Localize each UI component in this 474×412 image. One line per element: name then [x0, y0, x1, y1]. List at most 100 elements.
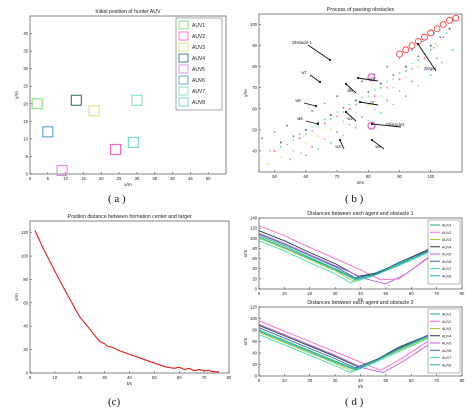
- trail-point: [379, 86, 382, 89]
- trail-point: [355, 112, 357, 114]
- y-tick-label: 20: [23, 347, 28, 352]
- y-tick-label: 80: [252, 246, 257, 251]
- trail-point: [258, 154, 260, 157]
- x-tick-label: 30: [333, 291, 338, 296]
- x-tick-label: 30: [102, 375, 107, 380]
- legend-swatch-AUV6: [178, 75, 189, 85]
- trail-point: [304, 154, 307, 157]
- series-line-AUV2: [258, 320, 450, 371]
- trail-point: [367, 119, 370, 122]
- y-axis-label: s/m: [243, 338, 249, 346]
- trail-point: [292, 149, 295, 152]
- trail-point: [367, 103, 370, 106]
- x-tick-label: 15: [81, 176, 86, 181]
- annotation-label: Obstacle 1: [292, 40, 313, 45]
- x-tick-label: 10: [282, 378, 287, 383]
- distance-line: [34, 230, 220, 373]
- trail-point: [392, 86, 395, 89]
- y-tick-label: 35: [23, 49, 28, 54]
- annotation-label: w1: [347, 116, 353, 121]
- chart-title-a: Initial position of hunter AUV: [95, 9, 161, 15]
- trail-point: [386, 65, 389, 68]
- obstacle-marker-2: [367, 121, 376, 130]
- x-tick-label: 20: [307, 378, 312, 383]
- annotation-label: Obstacle2: [386, 122, 406, 127]
- series-line-AUV7: [258, 329, 450, 374]
- x-tick-label: 20: [77, 375, 82, 380]
- legend-label-AUV3: AUV3: [442, 327, 451, 331]
- x-tick-label: 80: [460, 378, 465, 383]
- legend-swatch-AUV1: [178, 20, 189, 30]
- trail-point: [434, 42, 437, 45]
- target-path-marker: [452, 14, 460, 22]
- series-line-AUV8: [258, 327, 450, 371]
- auv-marker-AUV3: [88, 105, 100, 117]
- trail-point: [273, 131, 276, 133]
- x-tick-label: 20: [99, 176, 104, 181]
- trail-point: [429, 44, 432, 47]
- y-tick-label: 10: [23, 136, 28, 141]
- annotation-arrow: [305, 120, 319, 125]
- trail-point: [417, 84, 420, 87]
- annotation-arrowhead: [314, 104, 318, 108]
- annotation-arrowhead: [370, 138, 374, 142]
- legend-swatch-AUV4: [178, 53, 189, 63]
- trail-point: [305, 142, 307, 145]
- trail-point: [426, 55, 429, 57]
- trail-point: [329, 114, 332, 117]
- auv-marker-AUV7: [131, 94, 143, 106]
- trail-point: [442, 36, 445, 39]
- plot-frame-b: [258, 13, 463, 173]
- trail-point: [433, 46, 435, 49]
- trail-point: [342, 106, 345, 109]
- trail-point: [429, 48, 432, 51]
- trail-point: [373, 88, 376, 91]
- target-path-marker: [433, 25, 441, 33]
- series-line-AUV6: [258, 233, 450, 279]
- x-tick-label: 40: [358, 291, 363, 296]
- chart-title-b: Process of passing obstacles: [327, 7, 395, 13]
- x-tick-label: 0: [29, 375, 32, 380]
- legend-label-AUV2: AUV2: [442, 320, 451, 324]
- trail-point: [348, 103, 351, 106]
- auv-marker-AUV4: [70, 94, 82, 106]
- legend-label-AUV4: AUV4: [442, 334, 451, 338]
- x-tick-label: 25: [117, 176, 122, 181]
- trail-point: [267, 162, 270, 165]
- chart-title-d4: Distances between each agent and obstacl…: [307, 300, 413, 306]
- trail-point: [429, 74, 432, 77]
- y-tick-label: 100: [250, 316, 258, 321]
- target-path-marker: [421, 33, 428, 41]
- trail-point: [279, 141, 282, 144]
- trail-point: [423, 69, 426, 71]
- annotation-arrowhead: [344, 82, 348, 86]
- x-tick-label: 50: [152, 375, 157, 380]
- y-axis-label: y/m: [243, 89, 249, 97]
- y-tick-label: 120: [250, 305, 258, 310]
- annotation-arrowhead: [318, 80, 322, 84]
- trail-point: [292, 139, 295, 142]
- trail-point: [411, 80, 414, 83]
- trail-point: [286, 143, 288, 146]
- trail-point: [317, 135, 320, 138]
- trail-point: [392, 103, 395, 106]
- auv-marker-AUV8: [127, 136, 139, 148]
- annotation-label: w2: [369, 76, 375, 81]
- annotation-arrow: [357, 77, 379, 82]
- trail-point: [439, 36, 441, 38]
- trail-point: [392, 74, 395, 76]
- panel-label-a: ( a ): [108, 193, 126, 205]
- trail-point: [386, 86, 388, 89]
- annotation-arrowhead: [338, 138, 342, 142]
- legend-label-AUV5: AUV5: [442, 342, 451, 346]
- x-tick-label: 50: [384, 378, 389, 383]
- trail-point: [422, 40, 424, 43]
- series-line-AUV6: [258, 326, 450, 369]
- trail-point: [398, 71, 401, 74]
- legend-label-AUV5: AUV5: [192, 67, 205, 73]
- trail-point: [411, 62, 413, 65]
- y-tick-label: 40: [252, 266, 257, 271]
- trail-point: [317, 121, 320, 124]
- trail-point: [336, 111, 338, 113]
- x-tick-label: 0: [258, 291, 261, 296]
